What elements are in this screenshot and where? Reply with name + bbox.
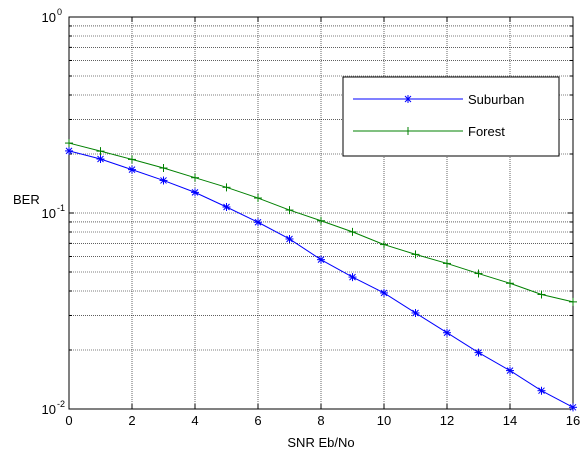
data-point-forest bbox=[96, 147, 105, 156]
data-point-suburban bbox=[96, 155, 105, 164]
data-point-forest bbox=[474, 269, 483, 278]
data-point-suburban bbox=[380, 288, 388, 297]
x-tick-label: 12 bbox=[440, 413, 454, 428]
data-point-suburban bbox=[191, 188, 199, 197]
data-point-forest bbox=[411, 250, 420, 259]
data-point-forest bbox=[191, 173, 199, 182]
legend: Suburban Forest bbox=[342, 76, 560, 157]
x-tick-label: 8 bbox=[317, 413, 324, 428]
data-point-suburban bbox=[569, 403, 577, 412]
data-point-forest bbox=[317, 216, 325, 225]
data-point-suburban bbox=[65, 146, 73, 155]
x-axis-label: SNR Eb/No bbox=[287, 435, 354, 450]
x-tick-label: 6 bbox=[254, 413, 261, 428]
data-point-forest bbox=[254, 194, 262, 203]
data-point-suburban bbox=[128, 165, 136, 174]
y-tick-label: 10 bbox=[42, 402, 56, 417]
legend-marker-suburban bbox=[404, 95, 412, 103]
data-point-forest bbox=[65, 139, 73, 148]
data-point-forest bbox=[443, 259, 451, 268]
series-layer bbox=[65, 139, 577, 412]
data-point-forest bbox=[380, 240, 388, 249]
data-point-forest bbox=[285, 206, 294, 215]
data-point-suburban bbox=[254, 218, 262, 227]
data-point-suburban bbox=[474, 348, 483, 357]
data-point-suburban bbox=[159, 176, 168, 185]
legend-box bbox=[342, 76, 560, 157]
y-tick-exponent: 0 bbox=[57, 7, 62, 17]
x-tick-label: 4 bbox=[191, 413, 198, 428]
data-point-forest bbox=[348, 227, 357, 236]
legend-marker-symbol-suburban bbox=[404, 95, 412, 103]
data-point-suburban bbox=[348, 273, 357, 282]
x-tick-label: 16 bbox=[566, 413, 580, 428]
x-tick-label: 10 bbox=[377, 413, 391, 428]
data-point-suburban bbox=[537, 386, 546, 395]
data-point-forest bbox=[569, 297, 577, 306]
data-point-forest bbox=[222, 183, 231, 192]
y-tick-label: 10 bbox=[42, 206, 56, 221]
x-tick-label: 14 bbox=[503, 413, 517, 428]
data-point-suburban bbox=[317, 255, 325, 264]
legend-label-forest: Forest bbox=[468, 124, 505, 139]
y-tick-exponent: -2 bbox=[57, 399, 65, 409]
x-tick-label: 0 bbox=[65, 413, 72, 428]
legend-label-suburban: Suburban bbox=[468, 92, 524, 107]
data-point-suburban bbox=[506, 366, 514, 375]
y-axis-label: BER bbox=[13, 192, 40, 207]
data-point-forest bbox=[159, 164, 168, 173]
y-tick-label: 10 bbox=[42, 10, 56, 25]
y-tick-exponent: -1 bbox=[57, 203, 65, 213]
legend-marker-forest bbox=[404, 127, 412, 135]
data-point-suburban bbox=[222, 203, 231, 212]
data-point-suburban bbox=[443, 328, 451, 337]
data-point-suburban bbox=[411, 308, 420, 317]
grid bbox=[69, 17, 573, 409]
x-tick-label: 2 bbox=[128, 413, 135, 428]
data-point-forest bbox=[537, 290, 546, 299]
data-point-forest bbox=[128, 155, 136, 164]
data-point-suburban bbox=[285, 234, 294, 243]
data-point-forest bbox=[506, 279, 514, 288]
legend-marker-symbol-forest bbox=[404, 127, 412, 135]
